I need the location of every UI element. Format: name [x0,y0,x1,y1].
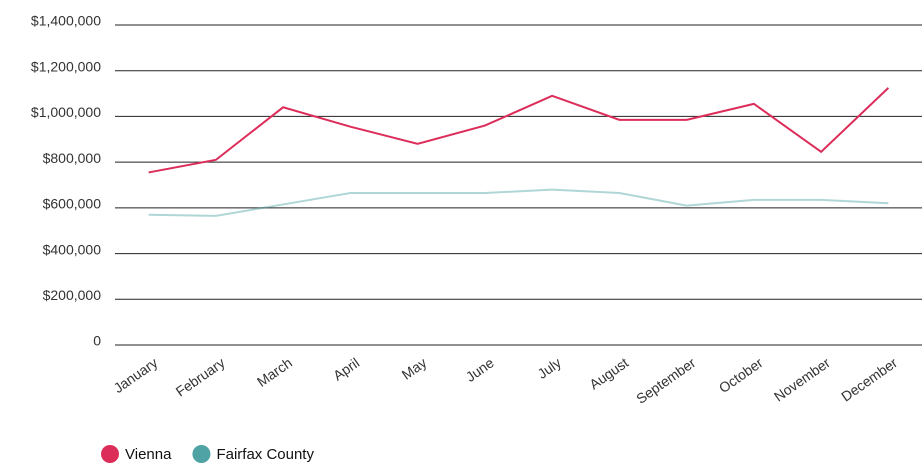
legend legend-label: Fairfax County [216,446,314,463]
x-tick-label: December [838,354,900,404]
x-tick-label: April [330,354,362,383]
x-tick-label: August [586,354,631,392]
legend legend-label: Vienna [125,446,172,463]
y-tick-label: $400,000 [43,241,102,257]
y-tick-label: $1,000,000 [31,104,101,120]
x-tick-label: March [254,354,295,389]
legend-swatch [192,445,211,463]
x-tick-label: October [716,354,766,396]
y-tick-label: $1,200,000 [31,58,101,74]
series-line [148,87,890,174]
x-tick-label: January [110,354,160,396]
x-tick-label: February [173,354,228,399]
legend-swatch [101,445,119,463]
x-tick-label: June [463,354,497,385]
x-tick-label: May [399,354,430,382]
x-tick-label: November [771,354,833,404]
y-tick-label: $1,400,000 [31,13,101,29]
y-tick-label: $800,000 [43,150,102,166]
y-tick-label: 0 [93,333,101,349]
y-tick-label: $600,000 [43,196,102,212]
x-tick-label: September [633,354,699,407]
y-tick-label: $200,000 [43,287,102,303]
x-tick-label: July [534,354,564,381]
series-line [148,188,889,217]
